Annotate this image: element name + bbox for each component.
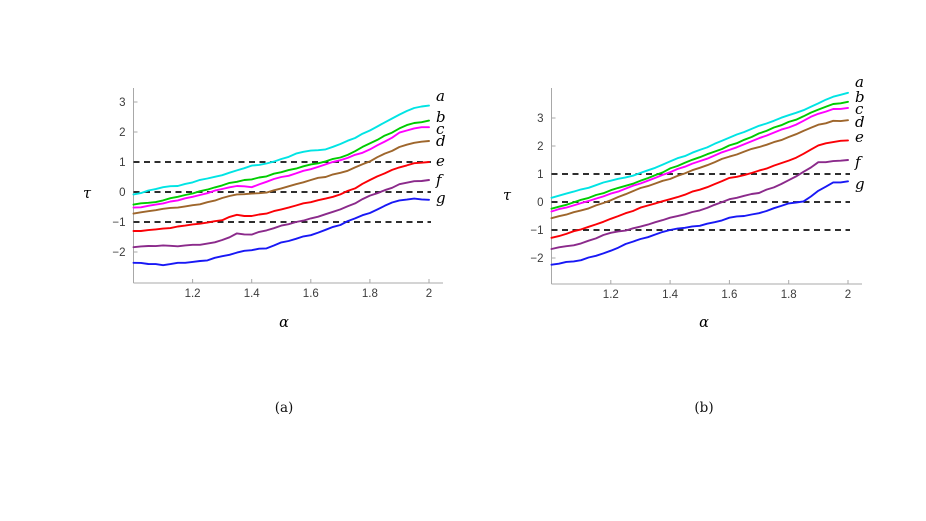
series-label-b: b: [855, 88, 865, 106]
series-label-f: f: [854, 153, 863, 171]
x-tick-label: 1.2: [185, 288, 201, 300]
y-tick-label: 1: [537, 169, 543, 181]
series-label-d: d: [436, 132, 446, 150]
y-tick-label: 0: [537, 197, 543, 209]
y-tick-label: 0: [119, 187, 125, 199]
x-axis-label: α: [279, 315, 289, 331]
y-tick-label: −1: [530, 225, 543, 237]
series-line-g: [550, 180, 849, 266]
series-line-a: [550, 91, 849, 199]
x-tick-label: 1.8: [781, 289, 797, 301]
series-line-g: [132, 197, 430, 267]
series-line-d: [550, 119, 849, 220]
series-label-g: g: [855, 175, 865, 193]
x-tick-label: 1.2: [603, 289, 619, 301]
x-tick-label: 2: [426, 288, 432, 300]
series-line-c: [132, 126, 430, 209]
y-axis-label: τ: [503, 188, 512, 204]
series-label-b: b: [436, 108, 446, 126]
y-tick-label: 1: [119, 157, 125, 169]
series-line-b: [550, 100, 849, 210]
series-label-a: a: [436, 87, 445, 105]
x-tick-label: 1.8: [362, 288, 378, 300]
y-tick-label: 3: [537, 113, 543, 125]
x-tick-label: 1.6: [303, 288, 319, 300]
series-line-f: [550, 159, 849, 250]
series-label-f: f: [435, 171, 444, 189]
y-tick-label: 2: [537, 141, 543, 153]
x-tick-label: 1.4: [244, 288, 261, 300]
series-label-g: g: [436, 189, 446, 207]
y-tick-label: −2: [530, 253, 543, 265]
x-axis-label: α: [699, 315, 709, 331]
series-label-c: c: [436, 120, 445, 138]
series-line-e: [550, 139, 849, 239]
series-line-c: [550, 106, 849, 213]
series-line-f: [132, 179, 430, 249]
y-tick-label: −2: [112, 247, 125, 259]
x-tick-label: 2: [845, 289, 851, 301]
series-label-e: e: [855, 128, 864, 146]
series-line-e: [132, 161, 430, 232]
y-tick-label: 2: [119, 127, 125, 139]
series-line-a: [132, 104, 430, 196]
y-tick-label: −1: [112, 217, 125, 229]
series-line-d: [132, 140, 430, 215]
series-label-c: c: [855, 100, 864, 118]
series-label-e: e: [436, 152, 445, 170]
y-tick-label: 3: [119, 97, 125, 109]
panel-caption: (b): [694, 400, 713, 416]
series-line-b: [132, 119, 430, 206]
panel-caption: (a): [275, 400, 294, 416]
y-axis-label: τ: [83, 186, 92, 202]
series-label-a: a: [855, 73, 864, 91]
series-label-d: d: [855, 113, 865, 131]
x-tick-label: 1.6: [721, 289, 737, 301]
x-tick-label: 1.4: [662, 289, 679, 301]
